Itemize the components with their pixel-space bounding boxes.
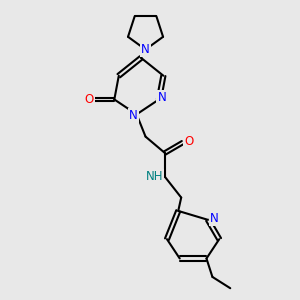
Text: N: N: [210, 212, 219, 225]
Text: N: N: [141, 43, 150, 56]
Text: O: O: [84, 93, 94, 106]
Text: NH: NH: [146, 170, 163, 183]
Text: N: N: [158, 92, 166, 104]
Text: O: O: [184, 135, 193, 148]
Text: N: N: [129, 109, 138, 122]
